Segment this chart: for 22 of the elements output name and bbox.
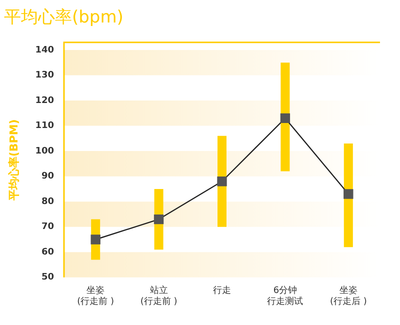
y-tick-label: 50 bbox=[41, 272, 54, 283]
y-tick-label: 100 bbox=[35, 146, 54, 156]
y-tick-label: 90 bbox=[41, 172, 54, 182]
y-tick-label: 60 bbox=[41, 247, 54, 258]
x-tick-label: 坐姿 (行走前 ) bbox=[77, 285, 114, 307]
x-tick-label: 坐姿 (行走后 ) bbox=[330, 285, 367, 307]
point bbox=[280, 113, 290, 124]
x-tick-label: 站立 (行走前 ) bbox=[140, 285, 178, 307]
y-tick-label: 120 bbox=[35, 96, 54, 106]
point bbox=[344, 189, 354, 199]
y-tick-label: 80 bbox=[41, 196, 54, 207]
y-tick-label: 70 bbox=[41, 222, 54, 232]
point bbox=[90, 234, 100, 244]
y-tick-label: 140 bbox=[35, 45, 54, 56]
point bbox=[217, 176, 227, 186]
chart-title: 平均心率(bpm) bbox=[4, 8, 124, 28]
y-axis-title: 平均心率(BPM) bbox=[7, 119, 20, 202]
x-tick-label: 6分钟行走测试 bbox=[267, 285, 304, 307]
y-tick-label: 130 bbox=[35, 70, 54, 81]
point bbox=[154, 214, 164, 224]
y-tick-label: 110 bbox=[35, 121, 54, 132]
x-tick-label: 行走 bbox=[212, 285, 231, 296]
